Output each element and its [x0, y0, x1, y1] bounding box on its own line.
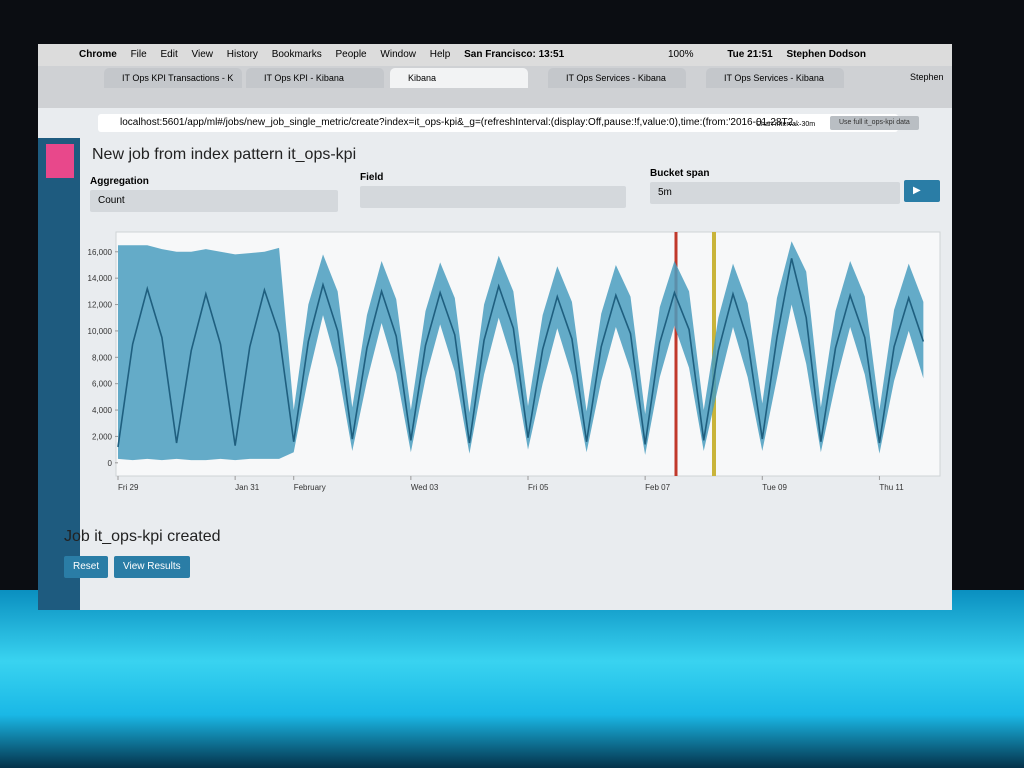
clock: Tue 21:51 — [727, 49, 773, 60]
x-tick-label: Jan 31 — [235, 483, 260, 492]
menu-item[interactable]: Chrome — [79, 49, 117, 60]
tab[interactable]: IT Ops Services - Kibana — [548, 68, 686, 88]
screen: Chrome File Edit View History Bookmarks … — [38, 44, 952, 610]
menu-item[interactable]: View — [191, 49, 214, 60]
x-tick-label: Feb 07 — [645, 483, 670, 492]
y-tick-label: 0 — [108, 459, 113, 468]
user: Stephen Dodson — [786, 49, 866, 60]
menu-bar: Chrome File Edit View History Bookmarks … — [38, 44, 952, 66]
tab[interactable]: IT Ops KPI Transactions - K — [104, 68, 242, 88]
view-results-button[interactable]: View Results — [114, 556, 190, 578]
kibana-logo[interactable] — [46, 144, 74, 178]
bucket-span-input[interactable]: 5m — [650, 182, 900, 204]
page-title: New job from index pattern it_ops-kpi — [92, 146, 357, 163]
menu-item[interactable]: Help — [429, 49, 451, 60]
menu-item[interactable]: Edit — [160, 49, 178, 60]
menu-item[interactable]: Bookmarks — [271, 49, 322, 60]
y-tick-label: 6,000 — [92, 380, 113, 389]
tab[interactable]: IT Ops KPI - Kibana — [246, 68, 384, 88]
chart: 0 2,000 4,000 6,000 8,000 10,000 12,000 14,000 1… — [88, 231, 941, 492]
field-label: Bucket span — [650, 168, 710, 179]
address-bar[interactable]: localhost:5601/app/ml#/jobs/new_job_sing… — [98, 114, 898, 132]
y-tick-label: 12,000 — [88, 301, 113, 310]
x-tick-label: Tue 09 — [762, 483, 787, 492]
stage-glow — [0, 590, 1024, 768]
menu-item[interactable]: People — [335, 49, 367, 60]
tab[interactable]: Kibana — [390, 68, 528, 88]
full-data-button[interactable]: Use full it_ops-kpi data — [830, 116, 919, 130]
x-tick-label: February — [294, 483, 326, 492]
reset-button[interactable]: Reset — [64, 556, 109, 578]
y-tick-label: 10,000 — [88, 327, 113, 336]
location: San Francisco: 13:51 — [464, 49, 565, 60]
field-select[interactable] — [360, 186, 626, 208]
x-tick-label: Fri 29 — [118, 483, 139, 492]
x-tick-label: Thu 11 — [879, 483, 904, 492]
status-message: Job it_ops-kpi created — [64, 528, 221, 545]
y-tick-label: 2,000 — [92, 432, 113, 441]
profile[interactable]: Stephen — [910, 72, 944, 82]
y-tick-label: 16,000 — [88, 248, 113, 257]
aggregation-select[interactable]: Count — [90, 190, 338, 212]
battery: 100% — [667, 49, 694, 60]
value-line — [117, 258, 925, 448]
sidebar — [38, 138, 80, 610]
y-tick-label: 14,000 — [88, 274, 113, 283]
x-tick-label: Fri 05 — [528, 483, 549, 492]
menu-item[interactable]: Window — [380, 49, 416, 60]
y-tick-label: 4,000 — [92, 406, 113, 415]
y-tick-label: 8,000 — [92, 353, 113, 362]
tab[interactable]: IT Ops Services - Kibana — [706, 68, 844, 88]
x-tick-label: Wed 03 — [411, 483, 439, 492]
field-label: Aggregation — [90, 176, 149, 187]
run-button[interactable]: ▶ — [904, 180, 940, 202]
chart-interval: Chart interval: 30m — [756, 121, 816, 128]
menu-item[interactable]: File — [130, 49, 147, 60]
menu-item[interactable]: History — [226, 49, 258, 60]
field-label: Field — [360, 172, 384, 183]
